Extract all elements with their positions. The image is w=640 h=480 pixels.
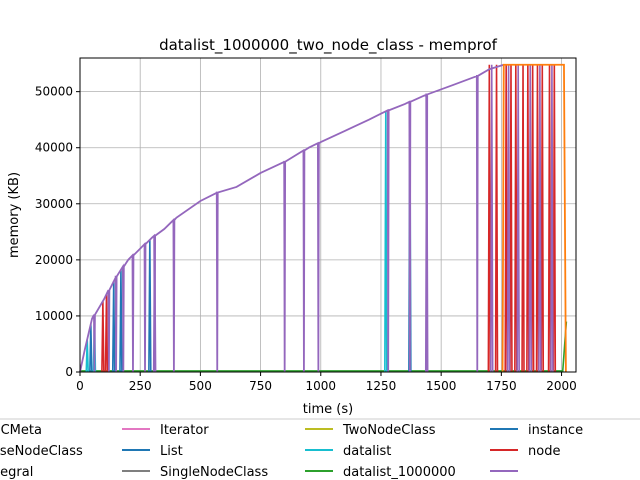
x-tick-label: 750 [249, 379, 272, 393]
x-tick-label: 500 [189, 379, 212, 393]
series-node-spike [487, 64, 492, 373]
x-tick-label: 1500 [426, 379, 457, 393]
y-axis-ticks: 0 10000 20000 30000 40000 50000 [35, 85, 80, 379]
chart-title: datalist_1000000_two_node_class - mempro… [159, 36, 498, 55]
plot-series [79, 63, 568, 373]
legend-label: TwoNodeClass [342, 423, 436, 438]
legend-label: Iterator [160, 423, 209, 438]
plot-frame [79, 57, 577, 373]
legend-label: Integral [0, 465, 33, 480]
series-main-envelope [79, 63, 505, 373]
y-tick-label: 10000 [35, 309, 73, 323]
x-tick-label: 1250 [366, 379, 397, 393]
y-tick-label: 0 [65, 365, 73, 379]
legend: ABCMeta BaseNodeClass Integral Iterator List… [0, 423, 583, 480]
x-tick-label: 0 [76, 379, 84, 393]
x-axis-ticks: 0 250 500 750 1000 1250 1500 1750 2000 [76, 372, 577, 393]
y-tick-label: 30000 [35, 197, 73, 211]
legend-label: node [528, 444, 560, 459]
y-tick-label: 40000 [35, 141, 73, 155]
x-axis-label: time (s) [303, 402, 353, 417]
x-tick-label: 1000 [306, 379, 337, 393]
legend-label: BaseNodeClass [0, 444, 83, 459]
y-axis-label: memory (KB) [7, 172, 22, 258]
legend-label: datalist [343, 444, 391, 459]
plot-area [80, 58, 576, 372]
x-tick-label: 2000 [546, 379, 577, 393]
legend-label: SingleNodeClass [160, 465, 268, 480]
series-late-spike [489, 64, 494, 373]
legend-label: ABCMeta [0, 423, 42, 438]
x-tick-label: 1750 [486, 379, 517, 393]
series-node-spike [494, 64, 499, 373]
x-tick-label: 250 [129, 379, 152, 393]
y-tick-label: 20000 [35, 253, 73, 267]
legend-label: instance [528, 423, 583, 438]
series-top-plateau [501, 63, 567, 373]
legend-label: datalist_1000000 [343, 465, 456, 480]
y-tick-label: 50000 [35, 85, 73, 99]
legend-label: List [160, 444, 183, 459]
